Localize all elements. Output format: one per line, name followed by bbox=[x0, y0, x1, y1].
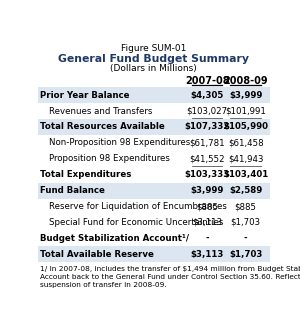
Text: Prior Year Balance: Prior Year Balance bbox=[40, 91, 129, 100]
Text: (Dollars in Millions): (Dollars in Millions) bbox=[110, 64, 197, 73]
Bar bbox=[38, 87, 270, 103]
Text: 2007-08: 2007-08 bbox=[185, 76, 230, 86]
Text: $107,332: $107,332 bbox=[184, 122, 230, 131]
Text: Proposition 98 Expenditures: Proposition 98 Expenditures bbox=[49, 154, 170, 163]
Text: $885: $885 bbox=[235, 202, 256, 211]
Text: $41,943: $41,943 bbox=[228, 154, 263, 163]
Text: Fund Balance: Fund Balance bbox=[40, 186, 105, 195]
Text: Budget Stabilization Account¹/: Budget Stabilization Account¹/ bbox=[40, 234, 189, 243]
Text: $101,991: $101,991 bbox=[225, 107, 266, 115]
Text: 1/ In 2007-08, includes the transfer of $1,494 million from Budget Stabilization: 1/ In 2007-08, includes the transfer of … bbox=[40, 266, 300, 288]
Text: $103,333: $103,333 bbox=[184, 170, 230, 179]
Text: $61,458: $61,458 bbox=[228, 138, 263, 147]
Text: $103,401: $103,401 bbox=[223, 170, 268, 179]
Text: Non-Proposition 98 Expenditures: Non-Proposition 98 Expenditures bbox=[49, 138, 190, 147]
Text: Special Fund for Economic Uncertainties: Special Fund for Economic Uncertainties bbox=[49, 218, 224, 227]
Text: $41,552: $41,552 bbox=[189, 154, 225, 163]
Text: Reserve for Liquidation of Encumbrances: Reserve for Liquidation of Encumbrances bbox=[49, 202, 227, 211]
Text: $1,703: $1,703 bbox=[230, 218, 261, 227]
Text: $103,027: $103,027 bbox=[187, 107, 228, 115]
Text: Total Expenditures: Total Expenditures bbox=[40, 170, 131, 179]
Text: $3,999: $3,999 bbox=[229, 91, 262, 100]
Bar bbox=[38, 246, 270, 262]
Text: $3,113: $3,113 bbox=[190, 250, 224, 259]
Text: Figure SUM-01: Figure SUM-01 bbox=[121, 44, 186, 53]
Bar bbox=[38, 183, 270, 198]
Text: $3,113: $3,113 bbox=[192, 218, 222, 227]
Text: $4,305: $4,305 bbox=[190, 91, 224, 100]
Text: -: - bbox=[206, 234, 209, 243]
Bar bbox=[38, 119, 270, 135]
Text: General Fund Budget Summary: General Fund Budget Summary bbox=[58, 54, 249, 64]
Text: Revenues and Transfers: Revenues and Transfers bbox=[49, 107, 152, 115]
Text: -: - bbox=[244, 234, 247, 243]
Text: $3,999: $3,999 bbox=[190, 186, 224, 195]
Text: $1,703: $1,703 bbox=[229, 250, 262, 259]
Text: $2,589: $2,589 bbox=[229, 186, 262, 195]
Text: Total Available Reserve: Total Available Reserve bbox=[40, 250, 154, 259]
Text: $885: $885 bbox=[196, 202, 218, 211]
Text: 2008-09: 2008-09 bbox=[223, 76, 268, 86]
Text: $105,990: $105,990 bbox=[223, 122, 268, 131]
Text: $61,781: $61,781 bbox=[189, 138, 225, 147]
Text: Total Resources Available: Total Resources Available bbox=[40, 122, 165, 131]
